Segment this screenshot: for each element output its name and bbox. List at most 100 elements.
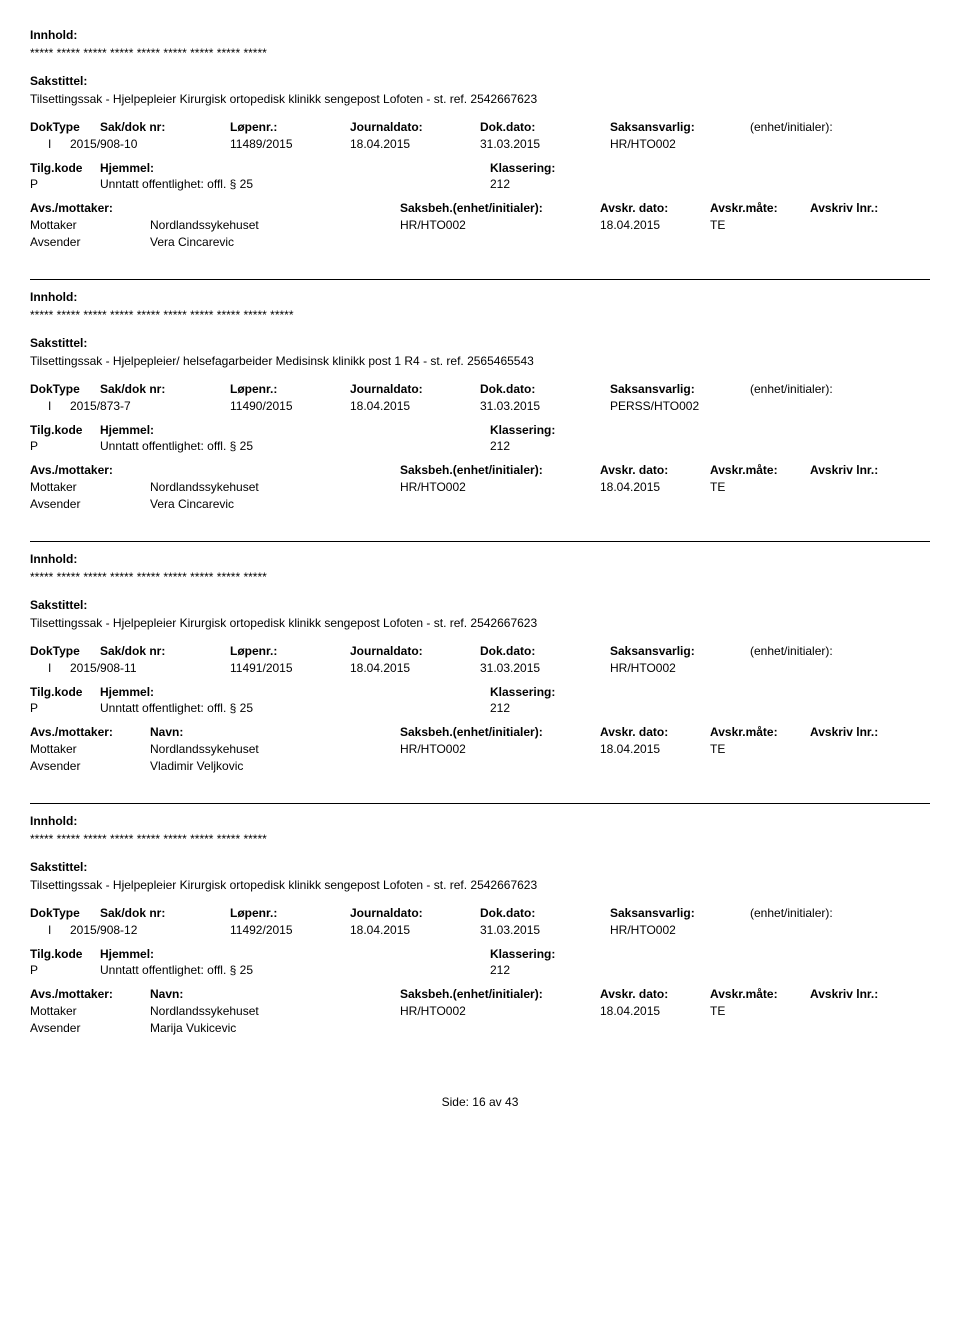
mottaker-row: MottakerNordlandssykehusetHR/HTO00218.04… [30,480,930,494]
dokdato-label: Dok.dato: [480,120,610,134]
tilgkode-label: Tilg.kode [30,947,100,961]
avsender-name: Vladimir Veljkovic [150,759,400,773]
mottaker-name: Nordlandssykehuset [150,218,400,232]
mottaker-avskrmate: TE [710,480,810,494]
avsender-role: Avsender [30,1021,150,1035]
innhold-stars: ***** ***** ***** ***** ***** ***** ****… [30,570,930,584]
dokdato-label: Dok.dato: [480,382,610,396]
sakstittel-value: Tilsettingssak - Hjelpepleier/ helsefaga… [30,354,930,368]
meta-value-row: I2015/908-1211492/201518.04.201531.03.20… [30,923,930,937]
mottaker-avskrmate: TE [710,742,810,756]
doktype-value: I [30,399,70,413]
tilgkode-value: P [30,439,100,453]
meta-value-row: I2015/908-1011489/201518.04.201531.03.20… [30,137,930,151]
avskrmate-label: Avskr.måte: [710,463,810,477]
lopenr-value: 11490/2015 [230,399,350,413]
innhold-label: Innhold: [30,28,930,42]
dokdato-value: 31.03.2015 [480,137,610,151]
journaldato-label: Journaldato: [350,382,480,396]
sakstittel-value: Tilsettingssak - Hjelpepleier Kirurgisk … [30,92,930,106]
dokdato-label: Dok.dato: [480,644,610,658]
meta-header-row: DokTypeSak/dok nr:Løpenr.:Journaldato:Do… [30,120,930,134]
klassering-label: Klassering: [490,161,930,175]
sakstittel-label: Sakstittel: [30,336,930,350]
sakdok-value: 2015/908-11 [70,661,230,675]
sakstittel-label: Sakstittel: [30,598,930,612]
sakdok-value: 2015/908-12 [70,923,230,937]
sakstittel-value: Tilsettingssak - Hjelpepleier Kirurgisk … [30,616,930,630]
navn-label: Navn: [150,725,400,739]
avskrdato-label: Avskr. dato: [600,987,710,1001]
avsender-name: Vera Cincarevic [150,497,400,511]
tilg-header-row: Tilg.kodeHjemmel:Klassering: [30,423,930,437]
doktype-label: DokType [30,120,100,134]
avsmottaker-label: Avs./mottaker: [30,725,150,739]
journal-record: Innhold:***** ***** ***** ***** ***** **… [30,290,930,531]
sakdok-label: Sak/dok nr: [100,644,230,658]
journaldato-value: 18.04.2015 [350,923,480,937]
avs-header-row: Avs./mottaker:Saksbeh.(enhet/initialer):… [30,201,930,215]
sakdok-label: Sak/dok nr: [100,906,230,920]
journaldato-label: Journaldato: [350,120,480,134]
lopenr-value: 11492/2015 [230,923,350,937]
record-divider [30,803,930,804]
doktype-label: DokType [30,906,100,920]
saksbeh-label: Saksbeh.(enhet/initialer): [400,201,600,215]
dokdato-value: 31.03.2015 [480,923,610,937]
journaldato-label: Journaldato: [350,644,480,658]
saksansvarlig-label: Saksansvarlig: [610,382,750,396]
enhet-label: (enhet/initialer): [750,382,930,396]
tilg-header-row: Tilg.kodeHjemmel:Klassering: [30,685,930,699]
saksansvarlig-label: Saksansvarlig: [610,644,750,658]
avsmottaker-label: Avs./mottaker: [30,987,150,1001]
avsender-row: AvsenderVera Cincarevic [30,497,930,511]
lopenr-label: Løpenr.: [230,382,350,396]
mottaker-name: Nordlandssykehuset [150,742,400,756]
dokdato-label: Dok.dato: [480,906,610,920]
innhold-label: Innhold: [30,552,930,566]
mottaker-role: Mottaker [30,480,150,494]
mottaker-row: MottakerNordlandssykehusetHR/HTO00218.04… [30,742,930,756]
mottaker-row: MottakerNordlandssykehusetHR/HTO00218.04… [30,1004,930,1018]
innhold-label: Innhold: [30,814,930,828]
avsender-role: Avsender [30,235,150,249]
tilg-header-row: Tilg.kodeHjemmel:Klassering: [30,947,930,961]
tilgkode-value: P [30,963,100,977]
lopenr-value: 11491/2015 [230,661,350,675]
avsender-name: Vera Cincarevic [150,235,400,249]
avsender-row: AvsenderMarija Vukicevic [30,1021,930,1035]
record-divider [30,279,930,280]
saksbeh-label: Saksbeh.(enhet/initialer): [400,987,600,1001]
avs-header-row: Avs./mottaker:Saksbeh.(enhet/initialer):… [30,463,930,477]
innhold-stars: ***** ***** ***** ***** ***** ***** ****… [30,46,930,60]
hjemmel-label: Hjemmel: [100,947,490,961]
avs-header-row: Avs./mottaker:Navn:Saksbeh.(enhet/initia… [30,987,930,1001]
saksansvarlig-label: Saksansvarlig: [610,906,750,920]
avsender-row: AvsenderVladimir Veljkovic [30,759,930,773]
avskrlnr-label: Avskriv lnr.: [810,201,930,215]
tilgkode-value: P [30,701,100,715]
avsender-row: AvsenderVera Cincarevic [30,235,930,249]
saksansvarlig-value: HR/HTO002 [610,137,750,151]
sakdok-value: 2015/873-7 [70,399,230,413]
mottaker-avskrdato: 18.04.2015 [600,1004,710,1018]
mottaker-avskrmate: TE [710,1004,810,1018]
footer-page: 16 [472,1095,485,1109]
avskrlnr-label: Avskriv lnr.: [810,463,930,477]
avskrdato-label: Avskr. dato: [600,201,710,215]
hjemmel-value: Unntatt offentlighet: offl. § 25 [100,701,490,715]
lopenr-label: Løpenr.: [230,906,350,920]
mottaker-name: Nordlandssykehuset [150,480,400,494]
tilgkode-label: Tilg.kode [30,423,100,437]
mottaker-name: Nordlandssykehuset [150,1004,400,1018]
lopenr-label: Løpenr.: [230,120,350,134]
tilgkode-label: Tilg.kode [30,685,100,699]
hjemmel-value: Unntatt offentlighet: offl. § 25 [100,439,490,453]
journaldato-value: 18.04.2015 [350,661,480,675]
mottaker-role: Mottaker [30,1004,150,1018]
footer-av-label: av [489,1095,502,1109]
journal-record: Innhold: ***** ***** ***** ***** ***** **… [30,28,930,269]
doktype-value: I [30,923,70,937]
journal-record: Innhold: ***** ***** ***** ***** ***** **… [30,552,930,793]
hjemmel-label: Hjemmel: [100,423,490,437]
